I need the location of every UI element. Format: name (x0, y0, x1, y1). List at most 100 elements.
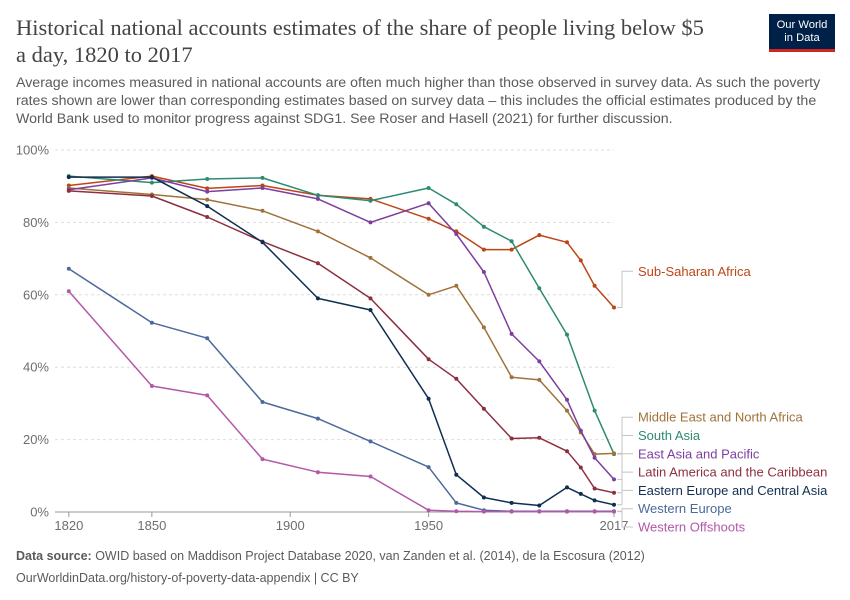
data-point (578, 465, 583, 470)
legend-layer[interactable]: Sub-Saharan Africa Middle East and North … (617, 264, 828, 535)
series-middle-east-and-north-africa (66, 186, 616, 457)
series-line (68, 190, 615, 494)
data-point (592, 486, 597, 491)
data-point (612, 502, 616, 507)
data-point (481, 495, 486, 500)
data-point (368, 296, 373, 301)
data-point (612, 451, 616, 456)
y-tick-label: 40% (23, 360, 49, 375)
data-point (149, 175, 154, 180)
y-tick-label: 60% (23, 287, 49, 302)
x-tick-label: 1900 (276, 518, 305, 533)
data-point (454, 509, 459, 514)
logo-line-1: Our World (776, 19, 828, 31)
legend-item-western-offshoots[interactable]: Western Offshoots (617, 511, 746, 535)
data-point (426, 465, 431, 470)
legend-connector (617, 270, 633, 308)
data-point (612, 490, 616, 495)
series-eastern-europe-and-central-asia (66, 175, 616, 508)
legend-label: South Asia (638, 428, 701, 443)
data-point (260, 240, 265, 245)
data-point (260, 186, 265, 190)
data-point (565, 408, 569, 413)
data-point (592, 283, 597, 288)
legend-connector (617, 453, 633, 480)
data-point (454, 283, 459, 288)
x-tick-label: 1950 (414, 518, 443, 533)
data-point (149, 384, 154, 388)
legend-item-sub-saharan-africa[interactable]: Sub-Saharan Africa (617, 264, 752, 308)
legend-item-latin-america-and-the-caribbean[interactable]: Latin America and the Caribbean (617, 465, 827, 494)
data-point (149, 194, 154, 198)
data-point (66, 188, 71, 193)
data-point (426, 216, 431, 221)
legend-item-western-europe[interactable]: Western Europe (617, 501, 732, 516)
legend-label: Western Europe (638, 501, 732, 516)
data-point (565, 509, 569, 514)
data-point (565, 240, 569, 245)
footer-source: Data source: OWID based on Maddison Proj… (16, 549, 645, 563)
source-text: OWID based on Maddison Project Database … (91, 549, 645, 563)
legend-label: East Asia and Pacific (638, 446, 760, 461)
series-line (68, 176, 615, 507)
data-point (368, 220, 373, 225)
legend-item-east-asia-and-pacific[interactable]: East Asia and Pacific (617, 446, 760, 480)
data-point (509, 436, 514, 441)
data-point (612, 305, 616, 310)
data-point (426, 357, 431, 362)
data-point (592, 509, 597, 514)
data-point (454, 376, 459, 381)
data-point (205, 177, 210, 181)
data-point (592, 408, 597, 413)
legend-connector (617, 508, 633, 512)
data-point (315, 229, 320, 234)
legend-item-eastern-europe-and-central-asia[interactable]: Eastern Europe and Central Asia (617, 483, 828, 506)
data-point (426, 186, 431, 190)
series-sub-saharan-africa (66, 174, 616, 310)
y-tick-label: 0% (30, 505, 49, 520)
series-line (68, 290, 614, 513)
legend-connector (617, 435, 633, 455)
data-point (454, 202, 459, 207)
data-point (205, 336, 210, 341)
data-point (537, 359, 542, 364)
legend-item-south-asia[interactable]: South Asia (617, 428, 701, 455)
data-point (578, 491, 583, 496)
data-point (426, 201, 431, 206)
footer-url[interactable]: OurWorldinData.org/history-of-poverty-da… (16, 571, 359, 585)
data-point (368, 198, 373, 203)
data-point (537, 233, 542, 238)
data-point (205, 189, 210, 194)
series-line (68, 177, 615, 480)
data-point (66, 289, 71, 294)
data-point (509, 509, 514, 514)
owid-logo[interactable]: Our World in Data (769, 14, 835, 52)
legend-label: Middle East and North Africa (638, 410, 804, 425)
data-point (481, 406, 486, 411)
data-point (315, 193, 320, 198)
data-point (537, 286, 542, 291)
legend-label: Sub-Saharan Africa (638, 264, 752, 279)
y-tick-label: 100% (16, 143, 50, 158)
data-point (509, 375, 514, 380)
data-point (315, 261, 320, 266)
series-line (68, 268, 614, 513)
data-point (149, 320, 154, 325)
data-point (481, 270, 486, 274)
axis-layer: 0% 20% 40% 60% 80% 100% 1820 1850 1900 1950 2017 (16, 143, 629, 534)
data-point (368, 474, 373, 479)
data-point (565, 485, 569, 490)
series-line (68, 175, 615, 455)
data-point (368, 255, 373, 260)
data-point (315, 470, 320, 475)
legend-connector (617, 489, 633, 506)
data-point (315, 296, 320, 301)
data-point (509, 247, 514, 252)
data-point (260, 457, 265, 462)
data-point (481, 325, 486, 330)
data-point (454, 232, 459, 236)
data-point (66, 175, 71, 180)
data-point (565, 397, 569, 402)
legend-connector (617, 511, 633, 528)
data-point (454, 472, 459, 477)
